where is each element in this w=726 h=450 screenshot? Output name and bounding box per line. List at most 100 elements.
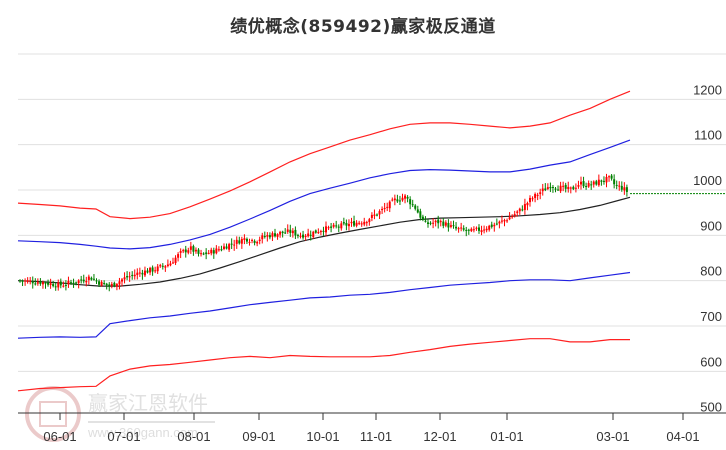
candle-body xyxy=(534,193,537,198)
candle-body xyxy=(623,187,626,191)
candle-body xyxy=(233,244,236,246)
candle-body xyxy=(44,282,47,284)
candle-body xyxy=(572,186,575,190)
candle-body xyxy=(531,198,534,200)
candle-body xyxy=(281,231,284,234)
chart-title: 绩优概念(859492)赢家极反通道 xyxy=(230,17,496,37)
candle-body xyxy=(467,229,470,231)
candle-body xyxy=(64,284,67,286)
candle-body xyxy=(294,229,297,236)
candle-body xyxy=(521,209,524,211)
candle-body xyxy=(409,199,412,205)
candle-body xyxy=(429,222,432,224)
candle-body xyxy=(57,282,60,288)
candle-body xyxy=(503,220,506,222)
candle-body xyxy=(360,223,363,225)
candle-body xyxy=(554,188,557,190)
candle-body xyxy=(59,281,62,286)
candle-body xyxy=(192,246,195,252)
candle-body xyxy=(215,248,218,254)
candle-body xyxy=(131,274,134,276)
candle-body xyxy=(212,250,215,254)
x-axis: 06-01 07-01 08-01 09-01 10-01 11-01 12-01 01-01… xyxy=(18,412,726,444)
candle-body xyxy=(156,266,159,272)
candle-body xyxy=(421,216,424,220)
candle-body xyxy=(564,184,567,189)
candle-body xyxy=(546,187,549,189)
candle-body xyxy=(24,280,27,282)
candle-body xyxy=(516,211,519,213)
candle-body xyxy=(544,188,547,191)
candle-body xyxy=(87,276,90,280)
candle-body xyxy=(322,230,325,232)
candle-body xyxy=(210,249,213,254)
candle-body xyxy=(597,179,600,186)
candle-body xyxy=(439,221,442,223)
candle-body xyxy=(276,234,279,237)
candle-body xyxy=(376,214,378,216)
candle-body xyxy=(460,227,463,229)
candle-body xyxy=(577,185,580,187)
x-tick-label: 11-01 xyxy=(360,429,392,444)
candle-body xyxy=(615,184,618,186)
candle-body xyxy=(70,282,72,284)
candle-body xyxy=(488,225,491,230)
candle-body xyxy=(174,257,177,264)
candle-body xyxy=(536,194,539,196)
candle-body xyxy=(291,230,294,234)
candle-body xyxy=(251,239,254,241)
candle-body xyxy=(398,200,401,202)
candle-body xyxy=(205,252,208,255)
candle-body xyxy=(166,264,169,267)
watermark-name: 赢家江恩软件 xyxy=(88,391,208,415)
line-middle xyxy=(17,196,631,287)
candle-body xyxy=(511,216,514,218)
candle-body xyxy=(149,267,152,273)
candle-body xyxy=(590,184,593,186)
candle-body xyxy=(110,283,113,286)
candle-body xyxy=(613,179,616,185)
candle-body xyxy=(286,229,289,232)
candle-body xyxy=(309,234,312,236)
candle-body xyxy=(172,262,174,264)
candle-body xyxy=(80,279,83,281)
candle-body xyxy=(62,285,65,287)
candle-body xyxy=(549,186,552,189)
candle-body xyxy=(424,220,427,222)
x-tick-label: 04-01 xyxy=(666,429,699,444)
candle-body xyxy=(103,282,106,284)
candle-body xyxy=(462,228,465,230)
y-tick-label: 500 xyxy=(700,400,722,415)
candle-body xyxy=(304,235,307,237)
candle-body xyxy=(169,263,172,266)
candle-body xyxy=(569,187,572,189)
candle-body xyxy=(449,225,452,227)
candle-body xyxy=(490,224,493,227)
candle-body xyxy=(240,239,243,244)
line-lower_outer xyxy=(17,338,630,392)
candle-body xyxy=(391,199,394,201)
candle-body xyxy=(455,226,458,229)
candle-body xyxy=(197,249,200,254)
candle-body xyxy=(618,185,621,187)
candle-body xyxy=(296,235,299,237)
y-tick-label: 600 xyxy=(700,354,722,369)
candle-body xyxy=(608,176,611,178)
candle-body xyxy=(393,198,396,201)
candle-body xyxy=(353,221,356,226)
candle-body xyxy=(312,231,315,238)
y-tick-label: 1100 xyxy=(694,128,722,143)
candle-body xyxy=(414,205,417,209)
candle-body xyxy=(406,196,409,199)
channel-lines xyxy=(17,90,631,392)
candle-body xyxy=(567,186,570,190)
candle-body xyxy=(541,188,544,192)
y-tick-label: 700 xyxy=(700,309,722,324)
y-tick-label: 1200 xyxy=(693,82,722,97)
candle-body xyxy=(373,214,376,216)
candle-body xyxy=(526,203,529,206)
candle-body xyxy=(340,223,343,229)
candle-body xyxy=(523,204,526,210)
candle-body xyxy=(154,270,157,272)
candle-body xyxy=(335,225,338,227)
